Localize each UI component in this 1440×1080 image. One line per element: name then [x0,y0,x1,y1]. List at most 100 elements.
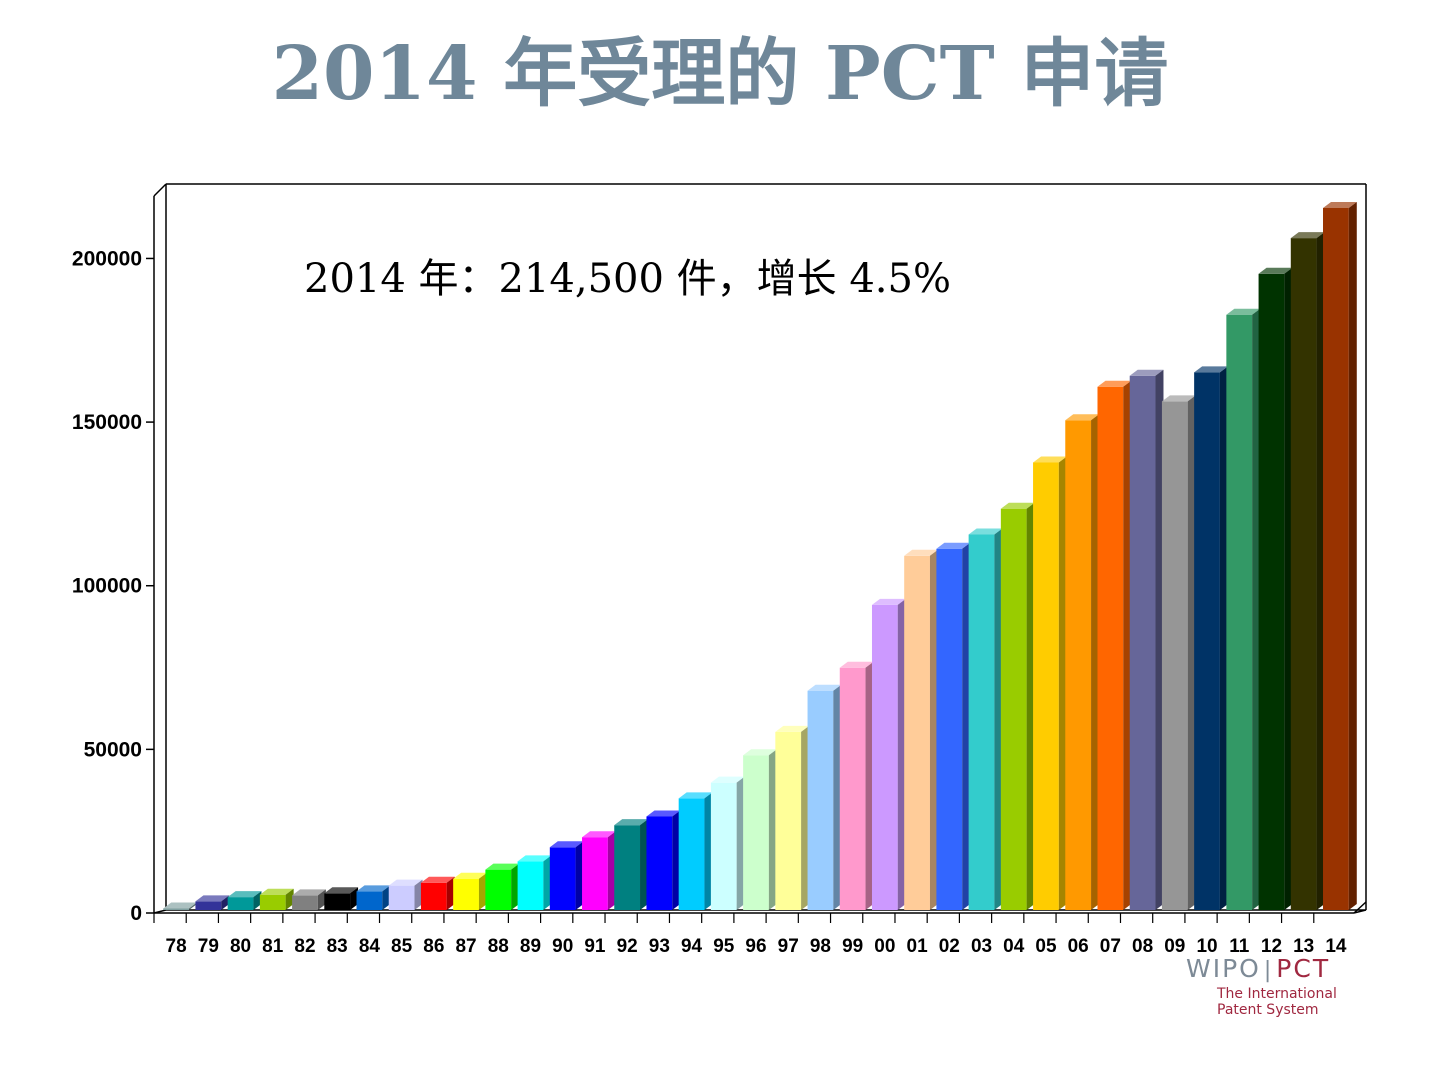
bar [356,885,391,910]
bar-side [543,855,552,910]
bar-front [1323,208,1349,910]
y-axis-ticks: 0 50000 100000 150000 200000 [72,247,154,925]
bar-side [1348,202,1357,910]
bar-side [994,528,1003,910]
x-tick-label: 13 [1293,936,1314,957]
bar-side [317,889,326,910]
logo-wipo: WIPO [1186,954,1261,983]
bar [1323,202,1357,910]
bar-front [485,869,512,910]
bar-top [1033,456,1067,463]
bar [646,810,681,910]
bar [1000,502,1035,910]
bar [936,542,971,910]
logo-wordmark: WIPO | PCT [1186,954,1366,986]
bar-front [839,667,866,910]
bar-side [801,725,810,910]
y-tick-label: 100000 [72,575,142,598]
bar-front [807,690,834,910]
bar [614,819,649,910]
bar [710,776,745,910]
bar-side [1219,366,1228,910]
x-tick-label: 12 [1261,936,1282,957]
bar-side [962,542,971,910]
bar-side [253,891,262,910]
x-tick-label: 08 [1132,936,1153,957]
bar-side [478,872,487,910]
bar-top [259,888,294,895]
x-tick-label: 11 [1229,936,1250,957]
bar-top [485,863,520,870]
bar-top [839,661,874,668]
bar-top [936,542,971,549]
x-axis-ticks: 78 79 80 81 82 83 84 85 86 87 88 89 90 91 92 93 94 95 96 97… [153,913,1347,957]
bar-side [446,876,455,910]
bar [807,684,842,910]
bar [420,876,455,910]
x-tick-label: 03 [971,936,992,957]
bar [904,549,938,910]
chart-bars [163,202,1357,911]
x-tick-label: 14 [1325,936,1347,957]
bar-side [1026,502,1035,910]
x-tick-label: 79 [198,936,219,957]
bar-front [259,894,286,910]
bar-side [607,831,616,910]
logo-subtitle-line2: Patent System [1217,1002,1319,1018]
bar [1129,369,1164,910]
bar-front [775,731,802,910]
bar-side [1155,369,1164,910]
bar-front [646,816,673,910]
bar [1033,456,1067,910]
bar-front [710,782,737,910]
bar [1161,395,1196,910]
bar-front [582,837,608,910]
bar-front [1161,401,1188,910]
bar-top [743,749,777,756]
bar-top [1194,366,1228,373]
bar-top [1161,395,1196,402]
bar-front [1033,462,1059,910]
bar-front [1194,372,1220,910]
wipo-pct-logo: WIPO | PCT The International Patent System [1186,954,1366,1018]
bar-side [1284,267,1293,910]
bar [163,902,197,910]
bar [485,863,520,910]
bar-front [1065,420,1092,910]
bar-front [420,882,447,910]
bar [1065,414,1100,910]
bar-top [646,810,681,817]
bar-side [382,885,391,910]
bar-top [807,684,842,691]
x-tick-label: 85 [391,936,413,957]
bar-side [704,792,713,910]
x-tick-label: 02 [939,936,960,957]
bar-front [453,878,479,910]
bar-top [195,895,230,902]
bar-top [1258,267,1293,274]
bar-side [1316,232,1325,911]
bar-front [1290,238,1317,911]
x-tick-label: 95 [713,936,735,957]
bar-top [1226,308,1261,315]
bar [678,792,713,910]
bar-front [549,847,576,910]
bar-top [324,887,359,894]
x-tick-label: 06 [1068,936,1089,957]
bar [259,888,294,910]
logo-separator: | [1263,958,1274,983]
bar [388,879,423,910]
x-tick-label: 87 [455,936,476,957]
x-tick-label: 78 [166,936,187,957]
chart-axes [153,183,1367,914]
bar-side [768,749,777,910]
bar-top [420,876,455,883]
bar-top [614,819,649,826]
bar-side [1252,308,1261,910]
bar [324,887,359,910]
bar [775,725,810,910]
bar-front [1000,508,1027,910]
bar-front [1097,386,1124,911]
x-tick-label: 94 [681,936,703,957]
